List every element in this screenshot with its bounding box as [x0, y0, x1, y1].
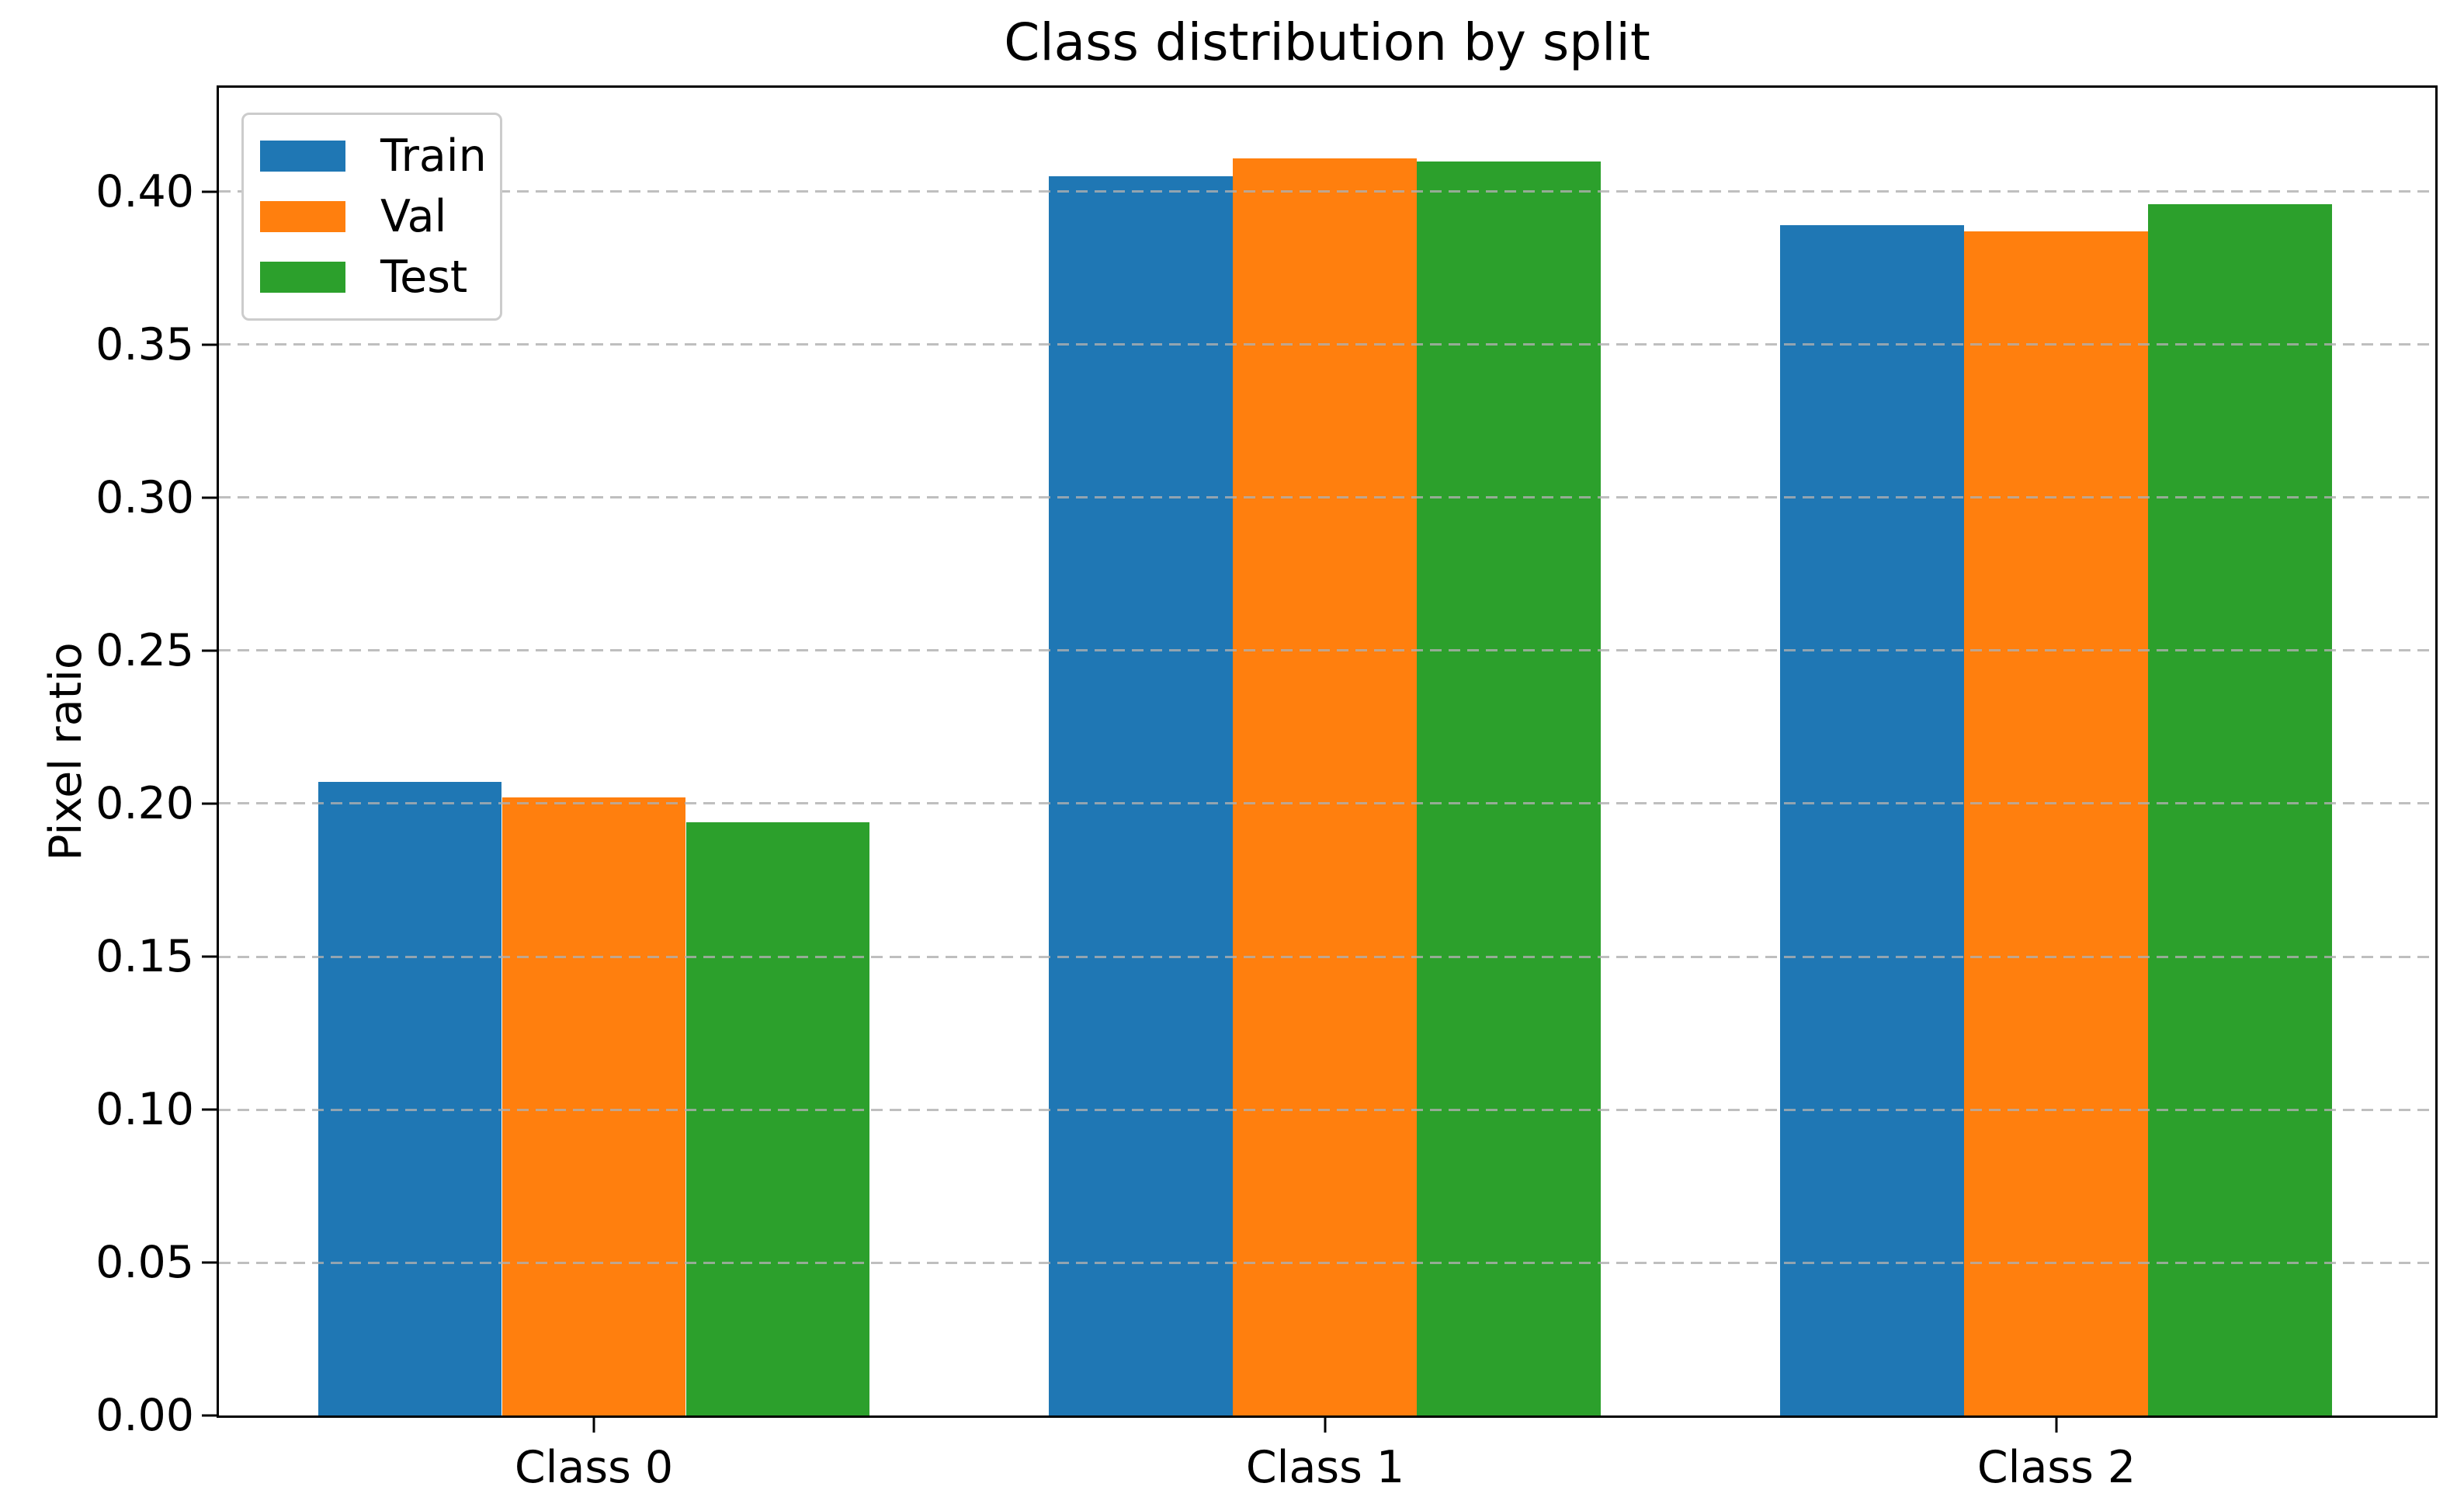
bar-train-2: [1780, 225, 1965, 1415]
bar-train-1: [1049, 176, 1234, 1415]
y-tick-mark-0.25: [202, 649, 219, 652]
y-tick-label-0.40: 0.40: [95, 165, 194, 217]
legend-swatch-test: [260, 262, 345, 293]
plot-area: 0.00 0.05 0.10 0.15 0.20 0.25 0.30 0.35 0.40 Clas…: [95, 85, 2438, 1493]
y-tick-label-0.10: 0.10: [95, 1084, 194, 1135]
legend-label-val: Val: [380, 190, 447, 242]
gridline-0.25: [219, 649, 2435, 652]
y-tick-label-0.35: 0.35: [95, 318, 194, 370]
bar-test-2: [2148, 203, 2333, 1415]
x-tick-mark-1: [1324, 1415, 1327, 1433]
y-tick-label-0.15: 0.15: [95, 931, 194, 982]
bar-val-1: [1233, 158, 1418, 1415]
y-tick-mark-0.00: [202, 1414, 219, 1417]
gridline-0.20: [219, 802, 2435, 805]
y-tick-mark-0.35: [202, 343, 219, 346]
y-axis-label: Pixel ratio: [40, 642, 92, 861]
y-tick-label-0.25: 0.25: [95, 624, 194, 676]
y-tick-mark-0.40: [202, 190, 219, 193]
legend-row-val: Val: [260, 190, 500, 242]
gridline-0.15: [219, 955, 2435, 958]
bar-test-1: [1417, 161, 1602, 1415]
gridline-0.40: [219, 190, 2435, 193]
legend-swatch-train: [260, 141, 345, 172]
x-tick-label-0: Class 0: [514, 1442, 674, 1493]
y-tick-mark-0.30: [202, 496, 219, 499]
gridline-0.05: [219, 1261, 2435, 1264]
legend-label-train: Train: [380, 130, 487, 182]
y-tick-mark-0.10: [202, 1108, 219, 1111]
bar-val-2: [1964, 231, 2149, 1415]
legend-label-test: Test: [380, 251, 468, 303]
legend: Train Val Test: [241, 113, 502, 321]
x-tick-label-1: Class 1: [1245, 1442, 1405, 1493]
legend-swatch-val: [260, 201, 345, 232]
bar-test-0: [685, 821, 870, 1415]
legend-row-test: Test: [260, 255, 500, 300]
y-tick-label-0.05: 0.05: [95, 1237, 194, 1288]
bar-train-0: [318, 782, 502, 1415]
x-tick-mark-0: [592, 1415, 595, 1433]
y-tick-mark-0.05: [202, 1261, 219, 1264]
chart-title: Class distribution by split: [1004, 12, 1650, 72]
gridline-0.10: [219, 1108, 2435, 1111]
y-tick-label-0.30: 0.30: [95, 471, 194, 523]
legend-row-train: Train: [260, 134, 500, 179]
x-tick-label-2: Class 2: [1976, 1442, 2136, 1493]
x-tick-mark-2: [2055, 1415, 2058, 1433]
y-tick-mark-0.20: [202, 802, 219, 805]
gridline-0.35: [219, 343, 2435, 346]
gridline-0.30: [219, 496, 2435, 499]
y-tick-label-0.00: 0.00: [95, 1390, 194, 1441]
y-tick-label-0.20: 0.20: [95, 777, 194, 829]
y-tick-mark-0.15: [202, 955, 219, 958]
bar-val-0: [501, 797, 686, 1415]
